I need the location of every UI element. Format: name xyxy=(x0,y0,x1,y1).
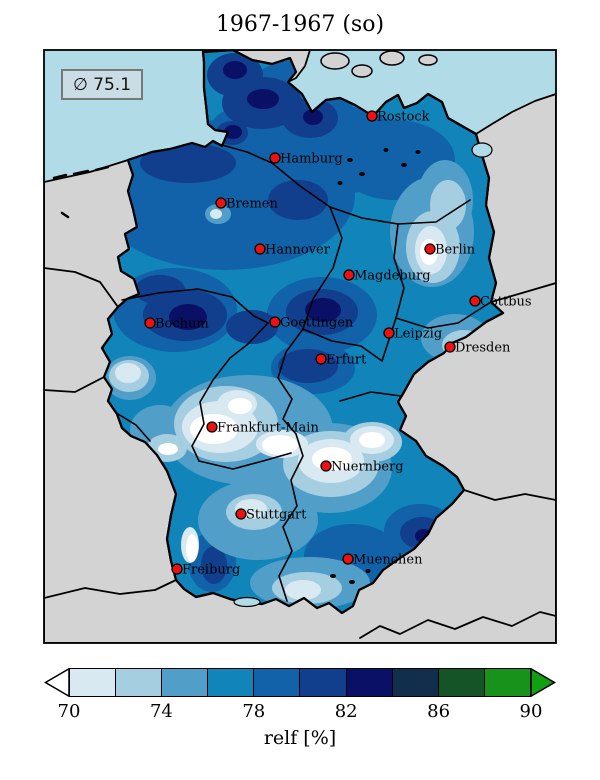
colorbar-over-arrow xyxy=(531,668,556,697)
city-marker-erfurt: Erfurt xyxy=(315,353,367,368)
city-label: Hannover xyxy=(265,243,331,258)
colorbar-segment xyxy=(346,669,393,696)
contour-fills xyxy=(102,53,489,609)
colorbar-segment xyxy=(208,669,255,696)
city-markers: Rostock Hamburg Bremen Hannover Berlin Magdeb… xyxy=(144,110,532,578)
city-marker-muenchen: Muenchen xyxy=(342,553,423,568)
foreign-borders xyxy=(44,267,556,639)
colorbar-tick-label: 70 xyxy=(57,701,81,722)
city-dot xyxy=(444,341,456,353)
city-marker-cottbus: Cottbus xyxy=(469,295,532,310)
colorbar-under-arrow xyxy=(44,668,69,697)
city-label: Frankfurt-Main xyxy=(217,421,319,436)
city-label: Muenchen xyxy=(353,553,423,568)
city-dot xyxy=(144,317,156,329)
colorbar-tick-label: 86 xyxy=(427,701,451,722)
city-marker-nuernberg: Nuernberg xyxy=(320,460,404,475)
city-marker-goettingen: Goettingen xyxy=(269,316,354,331)
city-dot xyxy=(269,316,281,328)
city-dot xyxy=(342,553,354,565)
city-marker-bochum: Bochum xyxy=(144,317,209,332)
city-dot xyxy=(469,295,481,307)
city-marker-berlin: Berlin xyxy=(424,243,476,258)
colorbar-segment xyxy=(484,669,530,696)
city-dot xyxy=(315,353,327,365)
colorbar-tick-label: 74 xyxy=(149,701,173,722)
city-label: Bremen xyxy=(226,197,278,212)
city-marker-dresden: Dresden xyxy=(444,341,511,356)
city-label: Cottbus xyxy=(480,295,532,310)
city-dot xyxy=(424,243,436,255)
city-label: Stuttgart xyxy=(246,508,307,523)
colorbar-tick-label: 78 xyxy=(242,701,266,722)
city-marker-freiburg: Freiburg xyxy=(171,563,240,578)
colorbar-segment xyxy=(392,669,439,696)
city-label: Berlin xyxy=(435,243,476,258)
colorbar-tick-label: 82 xyxy=(334,701,358,722)
city-label: Hamburg xyxy=(280,152,343,167)
dutch-islands xyxy=(52,165,110,219)
city-dot xyxy=(171,563,183,575)
city-marker-bremen: Bremen xyxy=(215,197,278,212)
colorbar-tick-label: 90 xyxy=(519,701,543,722)
plot-frame xyxy=(43,49,557,644)
city-dot xyxy=(235,508,247,520)
city-dot xyxy=(254,243,266,255)
city-marker-stuttgart: Stuttgart xyxy=(235,508,307,523)
colorbar-segment xyxy=(300,669,347,696)
city-dot xyxy=(269,152,281,164)
city-label: Freiburg xyxy=(182,563,240,578)
city-marker-leipzig: Leipzig xyxy=(383,327,442,342)
lakes xyxy=(233,142,493,608)
city-label: Dresden xyxy=(455,341,511,356)
city-label: Magdeburg xyxy=(354,269,431,284)
colorbar-segment xyxy=(438,669,485,696)
city-dot xyxy=(383,327,395,339)
germany-outline xyxy=(100,50,505,615)
city-marker-hannover: Hannover xyxy=(254,243,331,258)
city-marker-frankfurt-main: Frankfurt-Main xyxy=(206,421,319,436)
city-dot xyxy=(366,110,378,122)
danish-islands xyxy=(320,50,438,78)
city-label: Rostock xyxy=(377,110,430,125)
city-marker-magdeburg: Magdeburg xyxy=(343,269,431,284)
city-label: Goettingen xyxy=(280,316,354,331)
colorbar-segment xyxy=(162,669,209,696)
colorbar-segment xyxy=(254,669,301,696)
mean-value-badge: ∅ 75.1 xyxy=(61,69,143,100)
city-label: Bochum xyxy=(155,317,209,332)
city-dot xyxy=(215,197,227,209)
colorbar-segment xyxy=(70,669,117,696)
state-borders xyxy=(117,142,492,602)
city-label: Leipzig xyxy=(394,327,442,342)
city-dot xyxy=(343,269,355,281)
colorbar-segment xyxy=(116,669,163,696)
city-dot xyxy=(320,460,332,472)
plot-title: 1967-1967 (so) xyxy=(215,12,385,37)
colorbar-label: relf [%] xyxy=(263,727,337,749)
city-marker-hamburg: Hamburg xyxy=(269,152,343,167)
city-dot xyxy=(206,421,218,433)
city-label: Erfurt xyxy=(326,353,367,368)
city-marker-rostock: Rostock xyxy=(366,110,430,125)
colorbar xyxy=(69,668,531,697)
city-label: Nuernberg xyxy=(331,460,404,475)
